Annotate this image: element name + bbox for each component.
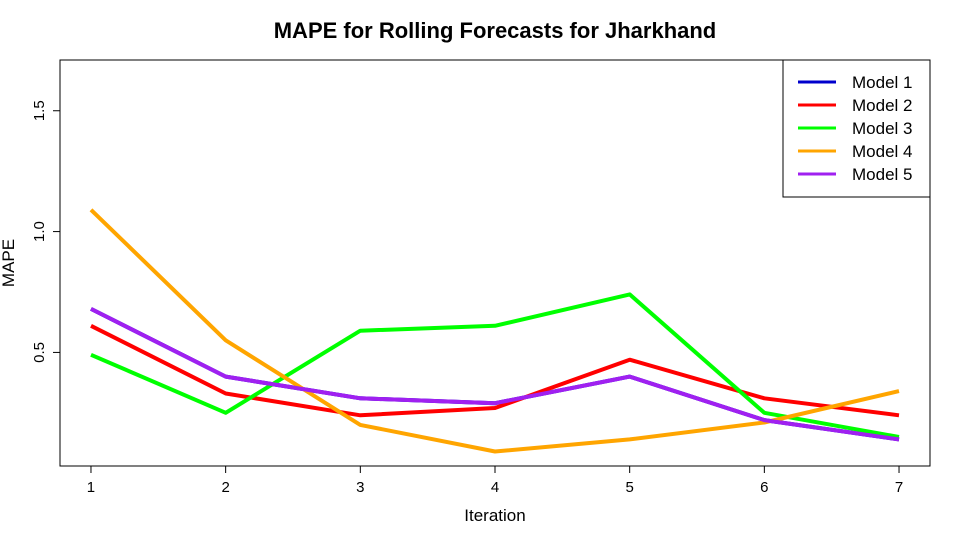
y-axis-label: MAPE (0, 239, 18, 287)
y-axis: 0.5 1.0 1.5 (31, 100, 61, 363)
x-axis-label: Iteration (464, 506, 525, 525)
x-tick-label: 7 (895, 479, 903, 496)
x-tick-label: 5 (626, 479, 634, 496)
x-tick-label: 1 (87, 479, 95, 496)
legend: Model 1 Model 2 Model 3 Model 4 Model 5 (782, 59, 931, 198)
legend-label: Model 4 (852, 142, 912, 161)
legend-label: Model 1 (852, 73, 912, 92)
series-line-model-4 (89, 208, 900, 454)
series-layer (89, 208, 900, 454)
series-line-model-5 (90, 307, 900, 442)
x-tick-label: 3 (356, 479, 364, 496)
series-line-model-2 (90, 324, 900, 418)
x-tick-label: 4 (491, 479, 499, 496)
legend-label: Model 2 (852, 96, 912, 115)
legend-label: Model 3 (852, 119, 912, 138)
y-tick-label: 1.0 (31, 221, 48, 242)
chart-title: MAPE for Rolling Forecasts for Jharkhand (274, 18, 717, 43)
x-tick-label: 2 (221, 479, 229, 496)
y-tick-label: 0.5 (31, 342, 48, 363)
series-line-model-3 (90, 292, 900, 439)
x-tick-label: 6 (760, 479, 768, 496)
legend-label: Model 5 (852, 165, 912, 184)
x-axis: 1 2 3 4 5 6 7 (87, 465, 903, 496)
y-tick-label: 1.5 (31, 100, 48, 121)
